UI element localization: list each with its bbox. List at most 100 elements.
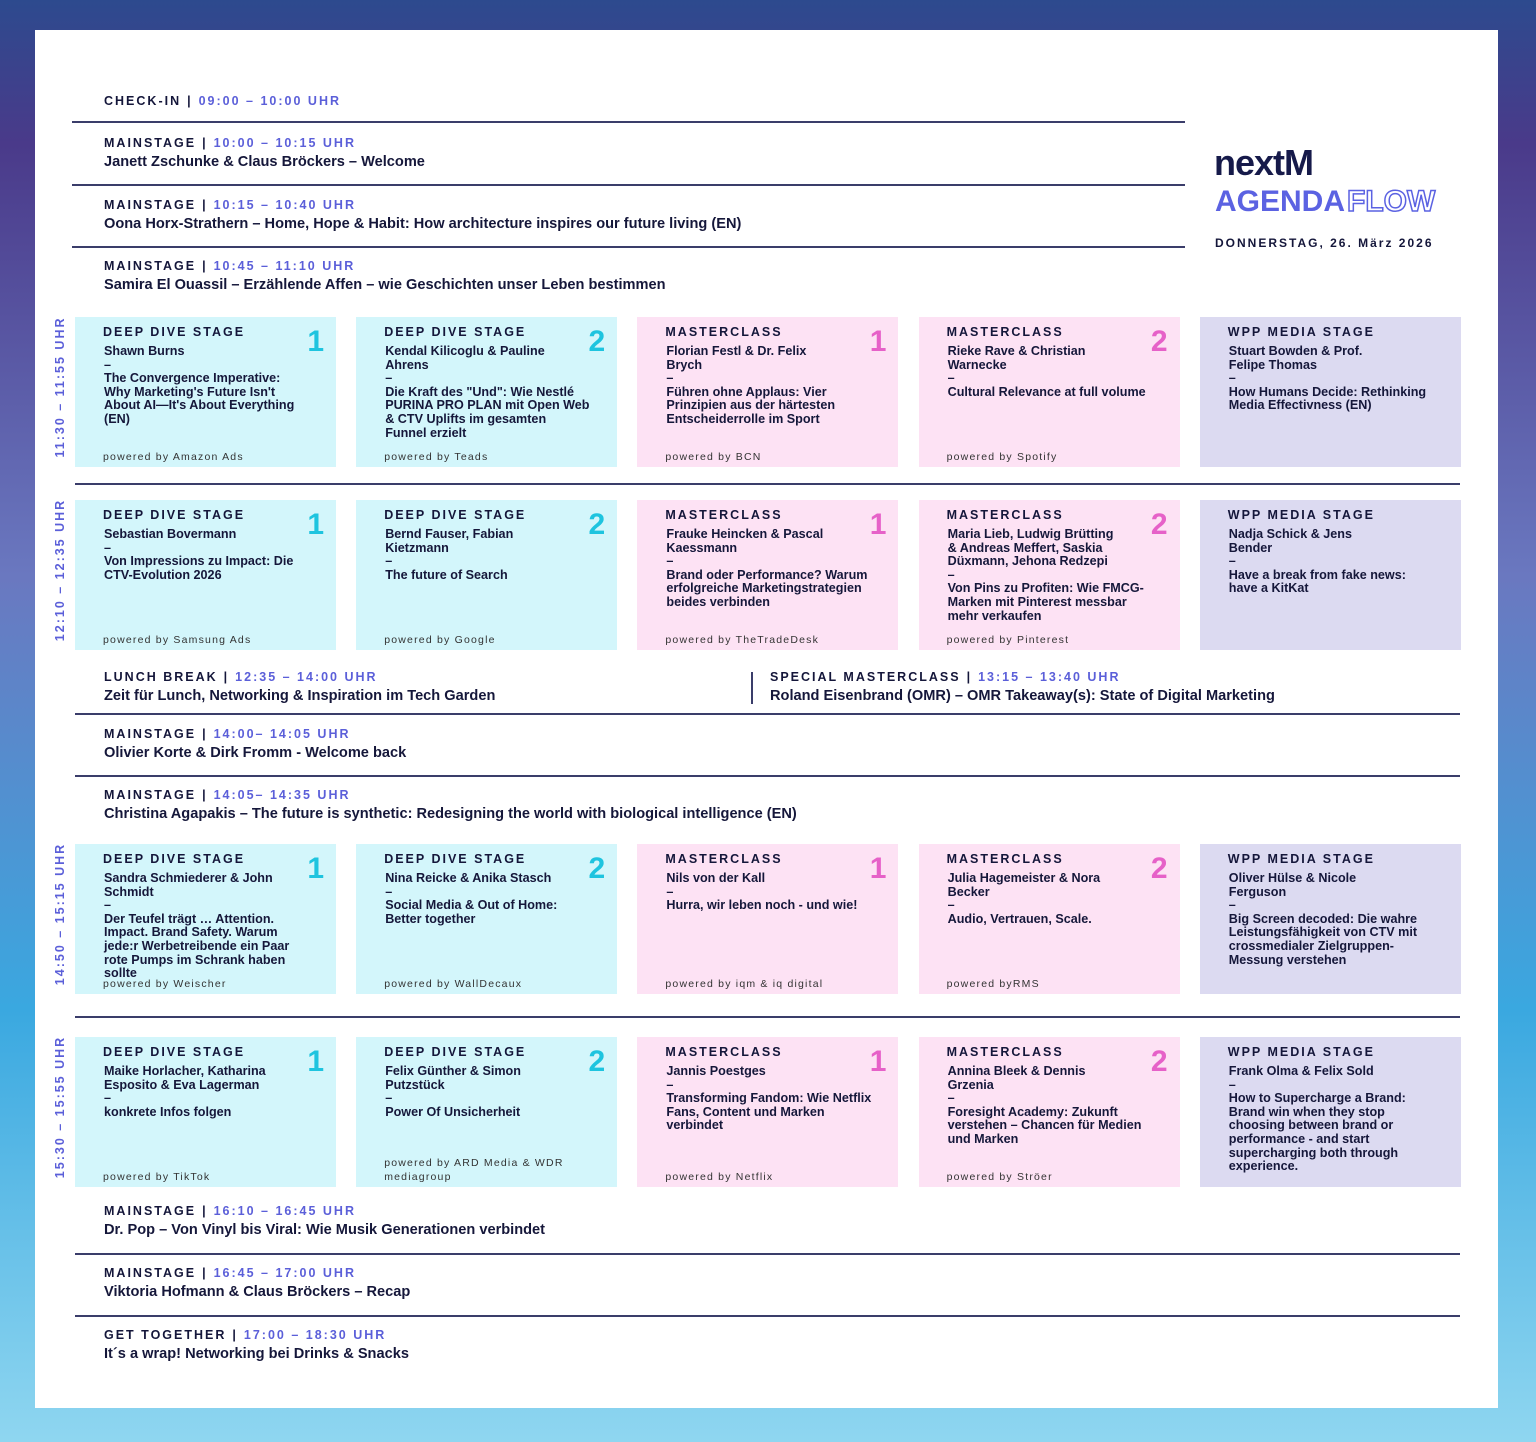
title-main: AGENDA bbox=[1215, 185, 1346, 218]
powered-by: powered by Spotify bbox=[946, 451, 1058, 463]
session-card: WPP MEDIA STAGE Oliver Hülse & Nicole Fer… bbox=[1199, 844, 1461, 994]
speaker: Nadja Schick & Jens Bender bbox=[1228, 527, 1352, 555]
card-stage: DEEP DIVE STAGE bbox=[384, 325, 527, 339]
powered-by: powered by Netflix bbox=[665, 1171, 774, 1183]
card-stage: DEEP DIVE STAGE bbox=[384, 852, 527, 866]
talk-title: How to Supercharge a Brand: Brand win wh… bbox=[1228, 1091, 1406, 1174]
session-title: Viktoria Hofmann & Claus Bröckers – Reca… bbox=[104, 1284, 411, 1300]
title: AGENDAFLOW bbox=[1215, 184, 1436, 219]
card-stage: WPP MEDIA STAGE bbox=[1227, 852, 1375, 866]
session-card: WPP MEDIA STAGE Nadja Schick & Jens Bende… bbox=[1199, 500, 1461, 650]
card-stage: MASTERCLASS bbox=[946, 852, 1064, 866]
card-number: 2 bbox=[588, 325, 606, 358]
separator: – bbox=[385, 554, 393, 569]
card-stage: WPP MEDIA STAGE bbox=[1227, 1045, 1375, 1059]
card-stage: MASTERCLASS bbox=[665, 508, 783, 522]
talk-title: The future of Search bbox=[385, 567, 508, 582]
time: 14:05– 14:35 UHR bbox=[213, 788, 351, 802]
session-card: DEEP DIVE STAGE 1 Shawn Burns – The Converge… bbox=[75, 317, 336, 467]
powered-by: powered byRMS bbox=[946, 978, 1040, 990]
card-stage: DEEP DIVE STAGE bbox=[103, 1045, 246, 1059]
stage: MAINSTAGE bbox=[104, 788, 197, 802]
session-label: MAINSTAGE | 16:45 – 17:00 UHR bbox=[104, 1266, 356, 1280]
separator: – bbox=[666, 1077, 674, 1092]
separator: – bbox=[947, 567, 955, 582]
card-stage: DEEP DIVE STAGE bbox=[384, 508, 527, 522]
talk-title: Foresight Academy: Zukunft verstehen – C… bbox=[947, 1104, 1142, 1146]
separator: – bbox=[385, 1091, 393, 1106]
time: 10:00 – 10:15 UHR bbox=[213, 136, 356, 150]
talk-title: Von Pins zu Profiten: Wie FMCG-Marken mi… bbox=[947, 581, 1144, 623]
card-body: Annina Bleek & Dennis Grzenia – Foresight … bbox=[947, 1064, 1153, 1147]
block-time: 14:50 – 15:15 UHR bbox=[53, 842, 67, 986]
stage: MAINSTAGE bbox=[104, 1266, 197, 1280]
session-label: MAINSTAGE | 14:00– 14:05 UHR bbox=[104, 727, 351, 741]
separator: – bbox=[666, 554, 674, 569]
session-card: MASTERCLASS 1 Frauke Heincken & Pascal Kae… bbox=[637, 500, 899, 650]
card-body: Frank Olma & Felix Sold – How to Superchar… bbox=[1228, 1064, 1434, 1174]
card-body: Shawn Burns – The Convergence Imperative: … bbox=[104, 344, 309, 427]
stage: LUNCH BREAK bbox=[104, 670, 218, 684]
session-label: SPECIAL MASTERCLASS | 13:15 – 13:40 UHR bbox=[770, 670, 1120, 684]
talk-title: Power Of Unsicherheit bbox=[385, 1104, 521, 1119]
card-number: 1 bbox=[869, 1045, 887, 1078]
divider-line bbox=[75, 1253, 1460, 1255]
divider: | bbox=[966, 670, 973, 684]
speaker: Bernd Fauser, Fabian Kietzmann bbox=[385, 527, 514, 555]
separator: – bbox=[104, 357, 112, 372]
card-number: 1 bbox=[869, 325, 887, 358]
separator: – bbox=[1228, 371, 1236, 386]
stage: CHECK-IN bbox=[104, 94, 182, 108]
talk-title: The Convergence Imperative: Why Marketin… bbox=[104, 371, 295, 426]
separator: – bbox=[947, 371, 955, 386]
talk-title: Transforming Fandom: Wie Netflix Fans, C… bbox=[666, 1091, 872, 1133]
speaker: Maria Lieb, Ludwig Brütting & Andreas Me… bbox=[947, 527, 1114, 569]
separator: – bbox=[1228, 898, 1236, 913]
session-label: MAINSTAGE | 14:05– 14:35 UHR bbox=[104, 788, 351, 802]
session-card: WPP MEDIA STAGE Stuart Bowden & Prof. Fel… bbox=[1199, 317, 1461, 467]
session-title: Janett Zschunke & Claus Bröckers – Welco… bbox=[104, 154, 425, 170]
speaker: Stuart Bowden & Prof. Felipe Thomas bbox=[1228, 344, 1363, 372]
divider: | bbox=[202, 136, 208, 150]
card-stage: WPP MEDIA STAGE bbox=[1227, 325, 1375, 339]
stage: MAINSTAGE bbox=[104, 136, 197, 150]
stage: MAINSTAGE bbox=[104, 198, 197, 212]
separator: – bbox=[947, 1091, 955, 1106]
session-card: MASTERCLASS 2 Annina Bleek & Dennis Grzeni… bbox=[918, 1037, 1180, 1187]
speaker: Annina Bleek & Dennis Grzenia bbox=[947, 1064, 1086, 1092]
powered-by: powered by Ströer bbox=[946, 1171, 1053, 1183]
divider: | bbox=[202, 788, 208, 802]
talk-title: Cultural Relevance at full volume bbox=[947, 384, 1146, 399]
card-stage: MASTERCLASS bbox=[665, 852, 783, 866]
powered-by: powered by TheTradeDesk bbox=[665, 634, 820, 646]
card-body: Sandra Schmiederer & John Schmidt – Der Te… bbox=[104, 871, 309, 981]
stage: GET TOGETHER bbox=[104, 1328, 227, 1342]
time: 16:10 – 16:45 UHR bbox=[213, 1204, 356, 1218]
brand: nextM bbox=[1214, 142, 1314, 183]
time: 10:45 – 11:10 UHR bbox=[213, 259, 356, 273]
title-outline: FLOW bbox=[1346, 184, 1436, 219]
speaker: Sandra Schmiederer & John Schmidt bbox=[104, 871, 273, 899]
speaker: Nils von der Kall bbox=[666, 871, 766, 885]
talk-title: Big Screen decoded: Die wahre Leistungsf… bbox=[1228, 911, 1418, 967]
session-label: MAINSTAGE | 10:15 – 10:40 UHR bbox=[104, 198, 356, 212]
powered-by: powered by WallDecaux bbox=[384, 978, 523, 990]
session-title: Roland Eisenbrand (OMR) – OMR Takeaway(s… bbox=[770, 688, 1275, 704]
card-stage: DEEP DIVE STAGE bbox=[384, 1045, 527, 1059]
separator: – bbox=[947, 898, 955, 913]
session-label: LUNCH BREAK | 12:35 – 14:00 UHR bbox=[104, 670, 378, 684]
session-title: Oona Horx-Strathern – Home, Hope & Habit… bbox=[104, 216, 742, 232]
card-number: 1 bbox=[307, 325, 324, 358]
card-stage: WPP MEDIA STAGE bbox=[1227, 508, 1375, 522]
card-number: 2 bbox=[1150, 508, 1168, 541]
divider: | bbox=[202, 259, 208, 273]
card-body: Nadja Schick & Jens Bender – Have a break … bbox=[1228, 527, 1434, 596]
talk-title: Social Media & Out of Home: Better toget… bbox=[385, 898, 558, 926]
session-card: MASTERCLASS 1 Florian Festl & Dr. Felix Br… bbox=[637, 317, 899, 467]
session-card: WPP MEDIA STAGE Frank Olma & Felix Sold – H… bbox=[1199, 1037, 1461, 1187]
separator: – bbox=[666, 371, 674, 386]
card-number: 1 bbox=[307, 852, 324, 885]
card-number: 1 bbox=[307, 1045, 324, 1078]
card-body: Maike Horlacher, Katharina Esposito & Ev… bbox=[104, 1064, 309, 1119]
